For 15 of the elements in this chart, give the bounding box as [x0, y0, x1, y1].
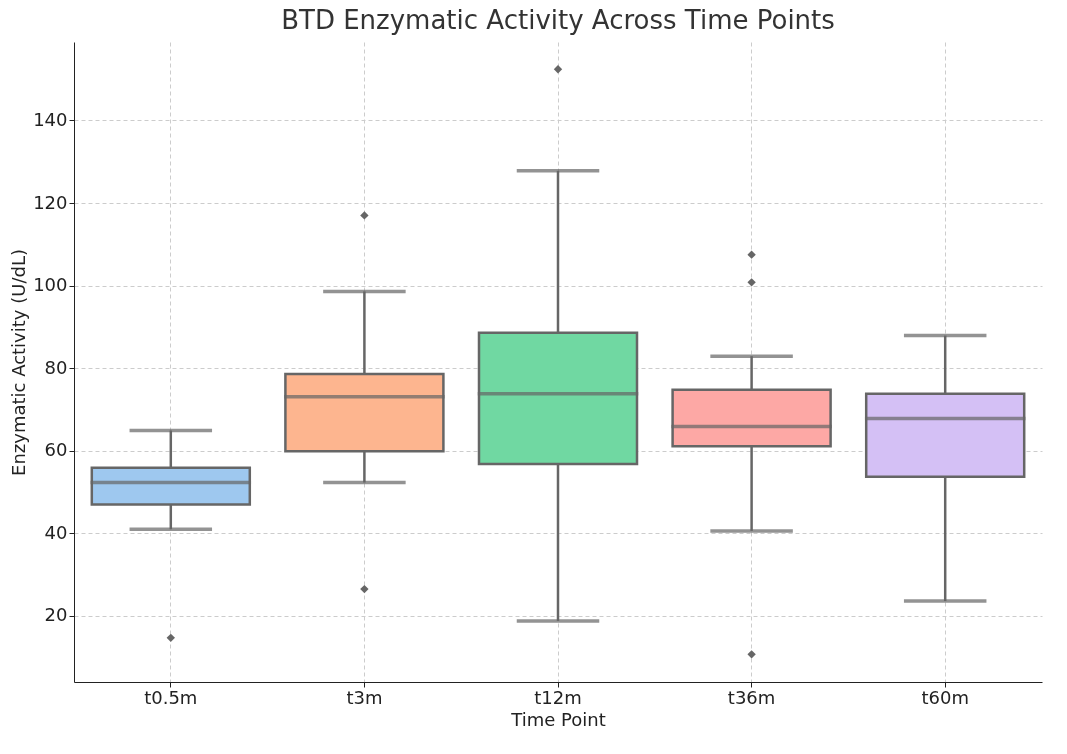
- y-tick-label: 140: [33, 108, 68, 130]
- x-tick-label: t36m: [727, 686, 776, 708]
- y-tick-label: 100: [33, 274, 68, 296]
- y-tick-label: 60: [44, 439, 68, 461]
- x-tick-label: t12m: [534, 686, 582, 708]
- y-tick-label: 80: [44, 356, 68, 378]
- x-axis-title: Time Point: [510, 708, 606, 730]
- y-axis-title: Enzymatic Activity (U/dL): [8, 249, 30, 476]
- y-tick-label: 120: [33, 191, 68, 213]
- x-tick-label: t60m: [921, 686, 969, 708]
- x-tick-label: t0.5m: [144, 686, 198, 708]
- y-tick-label: 40: [44, 521, 68, 543]
- x-tick-label: t3m: [346, 686, 383, 708]
- chart-title: BTD Enzymatic Activity Across Time Points: [281, 5, 835, 35]
- y-tick-label: 20: [44, 604, 68, 626]
